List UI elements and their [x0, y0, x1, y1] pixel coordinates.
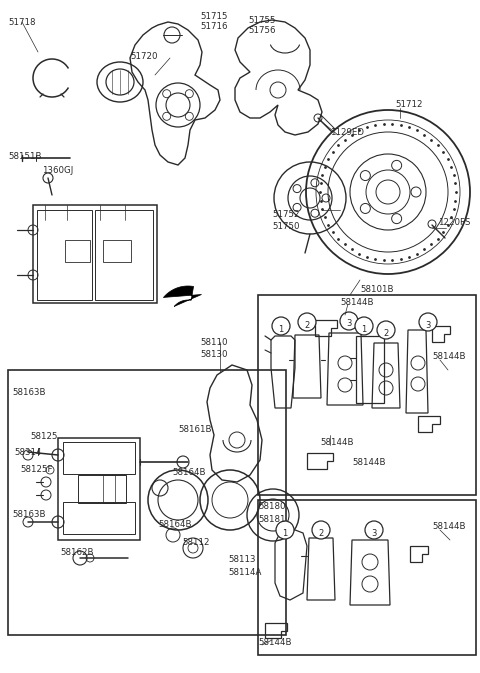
Circle shape	[365, 521, 383, 539]
Bar	[103, 240, 131, 262]
Circle shape	[272, 317, 290, 335]
Text: 58130: 58130	[200, 350, 228, 359]
Circle shape	[276, 521, 294, 539]
Bar	[103, 475, 115, 503]
Text: 58144B: 58144B	[352, 458, 385, 467]
Circle shape	[377, 321, 395, 339]
Text: 58180: 58180	[258, 502, 286, 511]
Text: 51755: 51755	[248, 16, 276, 25]
Bar	[63, 442, 135, 474]
Circle shape	[419, 313, 437, 331]
Text: 51752: 51752	[272, 210, 300, 219]
Text: 51750: 51750	[272, 222, 300, 231]
Text: 2: 2	[304, 320, 310, 330]
Text: 58144B: 58144B	[432, 522, 466, 531]
Text: 51720: 51720	[130, 52, 157, 61]
Text: 58161B: 58161B	[178, 425, 212, 434]
Bar	[258, 295, 476, 495]
Circle shape	[340, 312, 358, 330]
Text: 51712: 51712	[395, 100, 422, 109]
Text: 58144B: 58144B	[432, 352, 466, 361]
Bar	[258, 500, 476, 655]
Text: 58125: 58125	[30, 432, 58, 441]
Text: 51716: 51716	[200, 22, 228, 31]
Text: 58114A: 58114A	[228, 568, 262, 577]
Text: 58181: 58181	[258, 515, 286, 524]
Text: 58163B: 58163B	[12, 388, 46, 397]
Text: 58144B: 58144B	[340, 298, 373, 307]
Text: 58110: 58110	[200, 338, 228, 347]
Text: 58164B: 58164B	[172, 468, 205, 477]
Bar	[95, 210, 153, 300]
Circle shape	[298, 313, 316, 331]
Text: 2: 2	[318, 528, 324, 538]
Text: 2: 2	[384, 328, 389, 337]
Text: 58162B: 58162B	[60, 548, 94, 557]
Text: 58113: 58113	[228, 555, 255, 564]
Text: 58314: 58314	[14, 448, 41, 457]
Text: 51718: 51718	[8, 18, 36, 27]
Text: 3: 3	[346, 320, 352, 328]
Polygon shape	[164, 286, 202, 306]
Text: 58144B: 58144B	[320, 438, 353, 447]
Text: 58163B: 58163B	[12, 510, 46, 519]
Bar	[78, 475, 126, 503]
Text: 1: 1	[278, 324, 284, 334]
Text: 51756: 51756	[248, 26, 276, 35]
Text: 58151B: 58151B	[8, 152, 41, 161]
Bar	[8, 370, 286, 635]
Text: 1: 1	[361, 324, 367, 334]
Text: 3: 3	[425, 320, 431, 330]
Text: 58144B: 58144B	[258, 638, 291, 647]
Text: 3: 3	[372, 528, 377, 538]
Text: 58164B: 58164B	[158, 520, 192, 529]
Text: 58101B: 58101B	[360, 285, 394, 294]
Text: 51715: 51715	[200, 12, 228, 21]
Text: 1: 1	[282, 528, 288, 538]
Text: 58125F: 58125F	[20, 465, 52, 474]
Bar	[65, 240, 90, 262]
Text: 1360GJ: 1360GJ	[42, 166, 73, 175]
Text: 1129ED: 1129ED	[330, 128, 364, 137]
Circle shape	[312, 521, 330, 539]
Bar	[37, 210, 92, 300]
Circle shape	[355, 317, 373, 335]
Text: 58112: 58112	[182, 538, 209, 547]
Bar	[63, 502, 135, 534]
Text: 1220FS: 1220FS	[438, 218, 470, 227]
